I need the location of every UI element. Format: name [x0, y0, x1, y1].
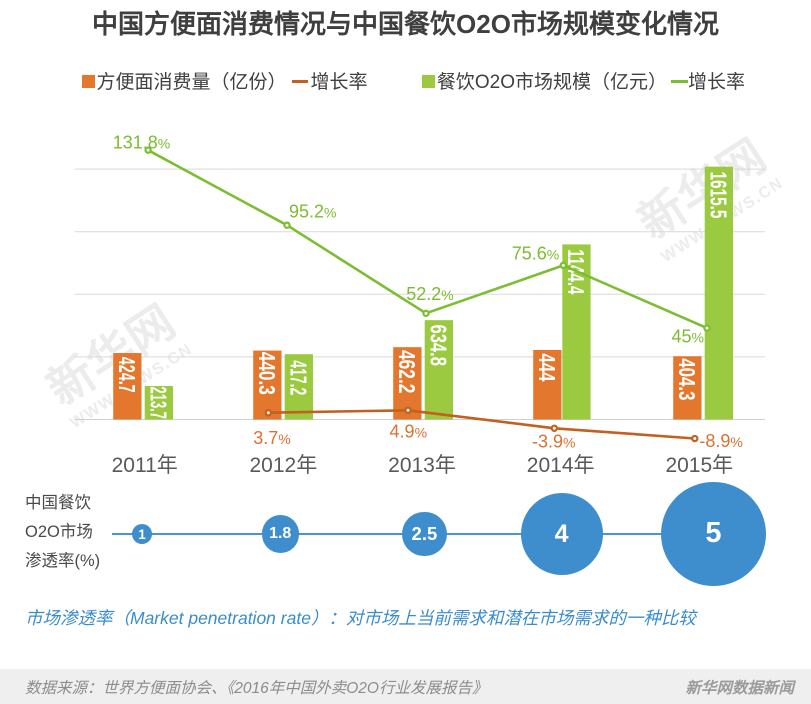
o2o-bar	[284, 354, 313, 420]
noodle-bar-value-label: 440.3	[253, 352, 278, 395]
penetration-axis-label: 中国餐饮 O2O市场渗透率(%)	[25, 489, 100, 577]
noodle-growth-marker	[550, 424, 559, 432]
o2o-bar-value-label: 634.8	[425, 324, 450, 366]
o2o-growth-pct-label: 95.2%	[289, 201, 337, 221]
penetration-label-line: 中国餐饮	[25, 494, 91, 512]
o2o-growth-pct-value: 52.2	[406, 284, 441, 304]
noodle-growth-pct-label: -8.9%	[699, 431, 742, 451]
noodle-bar-value-label: 462.2	[393, 350, 418, 393]
o2o-growth-pct-value: 131.8	[113, 133, 158, 153]
penetration-bubble: 5	[661, 481, 766, 587]
o2o-growth-marker	[144, 146, 152, 154]
o2o-growth-marker	[283, 221, 291, 229]
x-axis-label: 2014年	[526, 454, 595, 477]
o2o-growth-pct-value: 75.6	[512, 244, 547, 264]
noodle-growth-marker	[691, 434, 699, 443]
o2o-bar	[704, 166, 733, 420]
legend-label: 增长率	[688, 71, 746, 93]
noodle-growth-pct-value: -3.9	[532, 431, 563, 451]
noodle-growth-marker	[264, 409, 272, 417]
noodle-bar	[113, 353, 142, 420]
o2o-bar	[424, 320, 453, 420]
x-axis-label: 2013年	[388, 454, 456, 477]
noodle-bar-value-label: 444	[533, 353, 558, 382]
percent-sign: %	[278, 431, 290, 447]
percent-sign: %	[547, 247, 559, 263]
o2o-growth-marker	[422, 309, 430, 318]
legend-bar-swatch	[81, 74, 95, 88]
data-source-text: 数据来源：世界方便面协会、《2016年中国外卖O2O行业发展报告》	[25, 680, 488, 697]
legend-label: 餐饮O2O市场规模（亿元）	[436, 71, 668, 93]
noodle-growth-pct-value: 4.9	[390, 421, 415, 441]
percent-sign: %	[692, 329, 704, 345]
page-title: 中国方便面消费情况与中国餐饮O2O市场规模变化情况	[92, 9, 719, 39]
x-axis-label: 2011年	[111, 454, 178, 477]
noodle-growth-pct-label: 3.7%	[253, 428, 290, 448]
noodle-growth-pct-value: -8.9	[699, 431, 730, 451]
noodle-bar-value-label: 404.3	[673, 358, 698, 400]
noodle-bar-value-label: 424.7	[113, 357, 138, 393]
x-axis-label: 2012年	[249, 454, 318, 477]
noodle-growth-pct-value: 3.7	[253, 428, 278, 448]
penetration-bubble: 4	[520, 493, 603, 575]
o2o-growth-marker	[559, 261, 568, 270]
o2o-bar-value-label: 213.7	[146, 387, 172, 419]
penetration-bubble: 1.8	[261, 515, 299, 553]
noodle-bar	[533, 350, 562, 420]
noodle-growth-line	[266, 408, 697, 440]
penetration-bubble: 2.5	[402, 511, 447, 557]
penetration-bubble: 1	[132, 524, 152, 544]
noodle-growth-pct-label: 4.9%	[390, 421, 427, 441]
noodle-growth-pct-label: -3.9%	[532, 431, 575, 451]
legend-bar-swatch	[421, 74, 435, 88]
o2o-growth-pct-label: 45%	[672, 326, 704, 346]
o2o-bar-value-label: 1615.5	[705, 171, 731, 218]
o2o-growth-pct-value: 95.2	[289, 201, 324, 221]
percent-sign: %	[441, 287, 453, 303]
legend-line-swatch	[671, 80, 688, 84]
o2o-bar-value-label: 417.2	[284, 360, 309, 395]
percent-sign: %	[324, 204, 336, 220]
percent-sign: %	[730, 434, 742, 450]
penetration-note: 市场渗透率（Market penetration rate）：对市场上当前需求和…	[25, 608, 696, 628]
o2o-growth-pct-label: 75.6%	[512, 244, 560, 264]
percent-sign: %	[563, 434, 575, 450]
o2o-growth-pct-value: 45	[672, 326, 692, 346]
o2o-growth-marker	[703, 324, 711, 332]
o2o-bar	[562, 244, 591, 420]
legend-line-swatch	[291, 80, 309, 84]
legend-label: 方便面消费量（亿份）	[96, 71, 287, 93]
x-axis-label: 2015年	[665, 454, 734, 477]
o2o-growth-pct-label: 131.8%	[113, 133, 171, 153]
o2o-growth-pct-label: 52.2%	[406, 284, 454, 304]
legend-label: 增长率	[310, 71, 368, 93]
o2o-bar	[144, 386, 173, 420]
noodle-bar	[253, 350, 282, 420]
noodle-growth-marker	[404, 406, 412, 414]
percent-sign: %	[158, 136, 170, 152]
penetration-label-line: O2O市场	[25, 523, 93, 542]
penetration-label-line: 渗透率(%)	[25, 552, 101, 571]
percent-sign: %	[415, 424, 427, 440]
credit-text: 新华网数据新闻	[685, 680, 794, 697]
footer-band	[0, 669, 811, 704]
noodle-bar	[673, 356, 702, 420]
